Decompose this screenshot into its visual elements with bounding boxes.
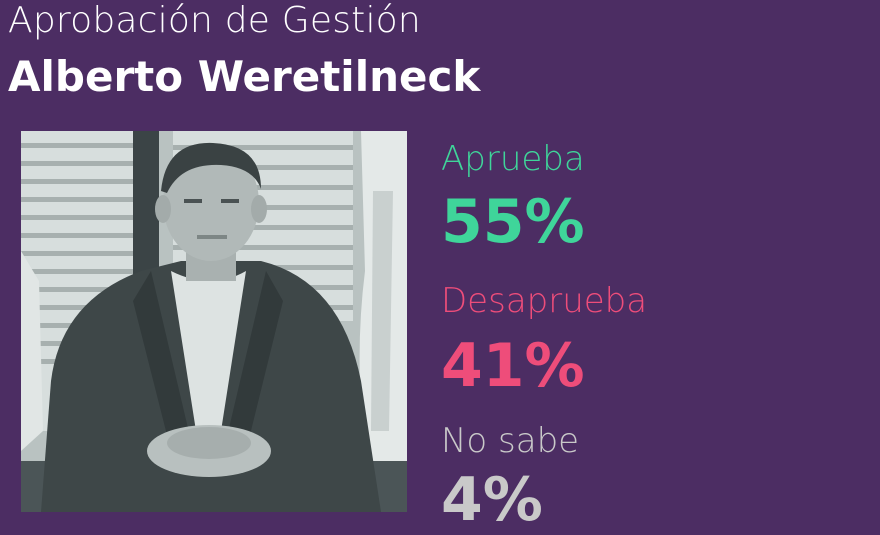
desaprueba-value: 41% xyxy=(441,331,585,401)
no-sabe-value: 4% xyxy=(441,465,543,535)
chart-subtitle: Aprobación de Gestión xyxy=(8,0,421,41)
desaprueba-label: Desaprueba xyxy=(441,281,648,321)
no-sabe-label: No sabe xyxy=(441,421,580,461)
politician-photo xyxy=(21,131,407,512)
aprueba-label: Aprueba xyxy=(441,139,585,179)
chart-title: Alberto Weretilneck xyxy=(8,52,481,101)
aprueba-value: 55% xyxy=(441,187,585,257)
portrait-illustration xyxy=(21,131,407,512)
